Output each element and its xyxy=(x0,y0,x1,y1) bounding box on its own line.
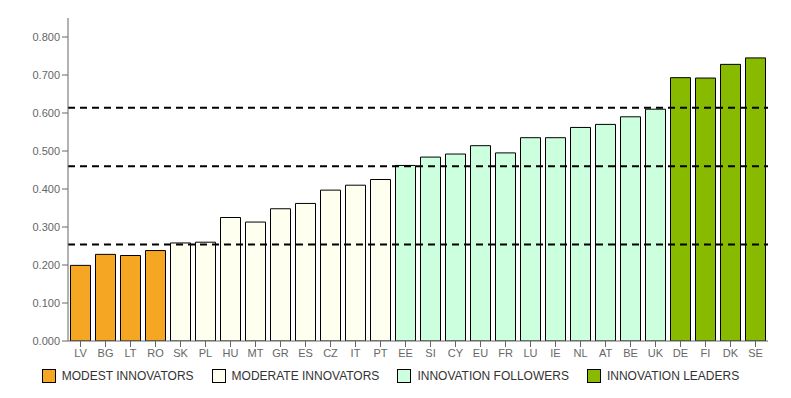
html-text:MODERATE INNOVATORS: MODERATE INNOVATORS xyxy=(231,369,380,383)
svg-text:0.100: 0.100 xyxy=(32,297,60,309)
svg-text:0.000: 0.000 xyxy=(32,335,60,347)
svg-text:EU: EU xyxy=(473,347,488,359)
svg-text:LT: LT xyxy=(124,347,136,359)
svg-text:0.500: 0.500 xyxy=(32,145,60,157)
svg-text:DE: DE xyxy=(673,347,688,359)
svg-text:DK: DK xyxy=(723,347,739,359)
svg-text:0.400: 0.400 xyxy=(32,183,60,195)
svg-text:FR: FR xyxy=(498,347,513,359)
svg-text:0.300: 0.300 xyxy=(32,221,60,233)
svg-text:HU: HU xyxy=(223,347,239,359)
svg-text:ES: ES xyxy=(298,347,313,359)
svg-text:NL: NL xyxy=(573,347,587,359)
html-text:INNOVATION LEADERS: INNOVATION LEADERS xyxy=(607,369,740,383)
svg-text:SK: SK xyxy=(173,347,188,359)
svg-text:CY: CY xyxy=(448,347,464,359)
svg-text:IE: IE xyxy=(550,347,560,359)
svg-text:CZ: CZ xyxy=(323,347,338,359)
svg-text:FI: FI xyxy=(701,347,711,359)
svg-text:0.700: 0.700 xyxy=(32,69,60,81)
html-text:INNOVATION FOLLOWERS: INNOVATION FOLLOWERS xyxy=(417,369,569,383)
svg-text:AT: AT xyxy=(599,347,613,359)
svg-text:IT: IT xyxy=(351,347,361,359)
svg-text:SI: SI xyxy=(425,347,435,359)
svg-text:RO: RO xyxy=(147,347,164,359)
svg-text:LV: LV xyxy=(74,347,87,359)
svg-text:BE: BE xyxy=(623,347,638,359)
svg-text:BG: BG xyxy=(98,347,114,359)
svg-text:0.200: 0.200 xyxy=(32,259,60,271)
svg-text:LU: LU xyxy=(523,347,537,359)
svg-text:MT: MT xyxy=(248,347,264,359)
svg-text:UK: UK xyxy=(648,347,664,359)
svg-text:PL: PL xyxy=(199,347,212,359)
svg-text:EE: EE xyxy=(398,347,413,359)
html-text:MODEST INNOVATORS: MODEST INNOVATORS xyxy=(61,369,194,383)
svg-text:SE: SE xyxy=(748,347,763,359)
svg-text:0.600: 0.600 xyxy=(32,107,60,119)
svg-text:0.800: 0.800 xyxy=(32,31,60,43)
svg-text:GR: GR xyxy=(272,347,289,359)
svg-text:PT: PT xyxy=(373,347,387,359)
